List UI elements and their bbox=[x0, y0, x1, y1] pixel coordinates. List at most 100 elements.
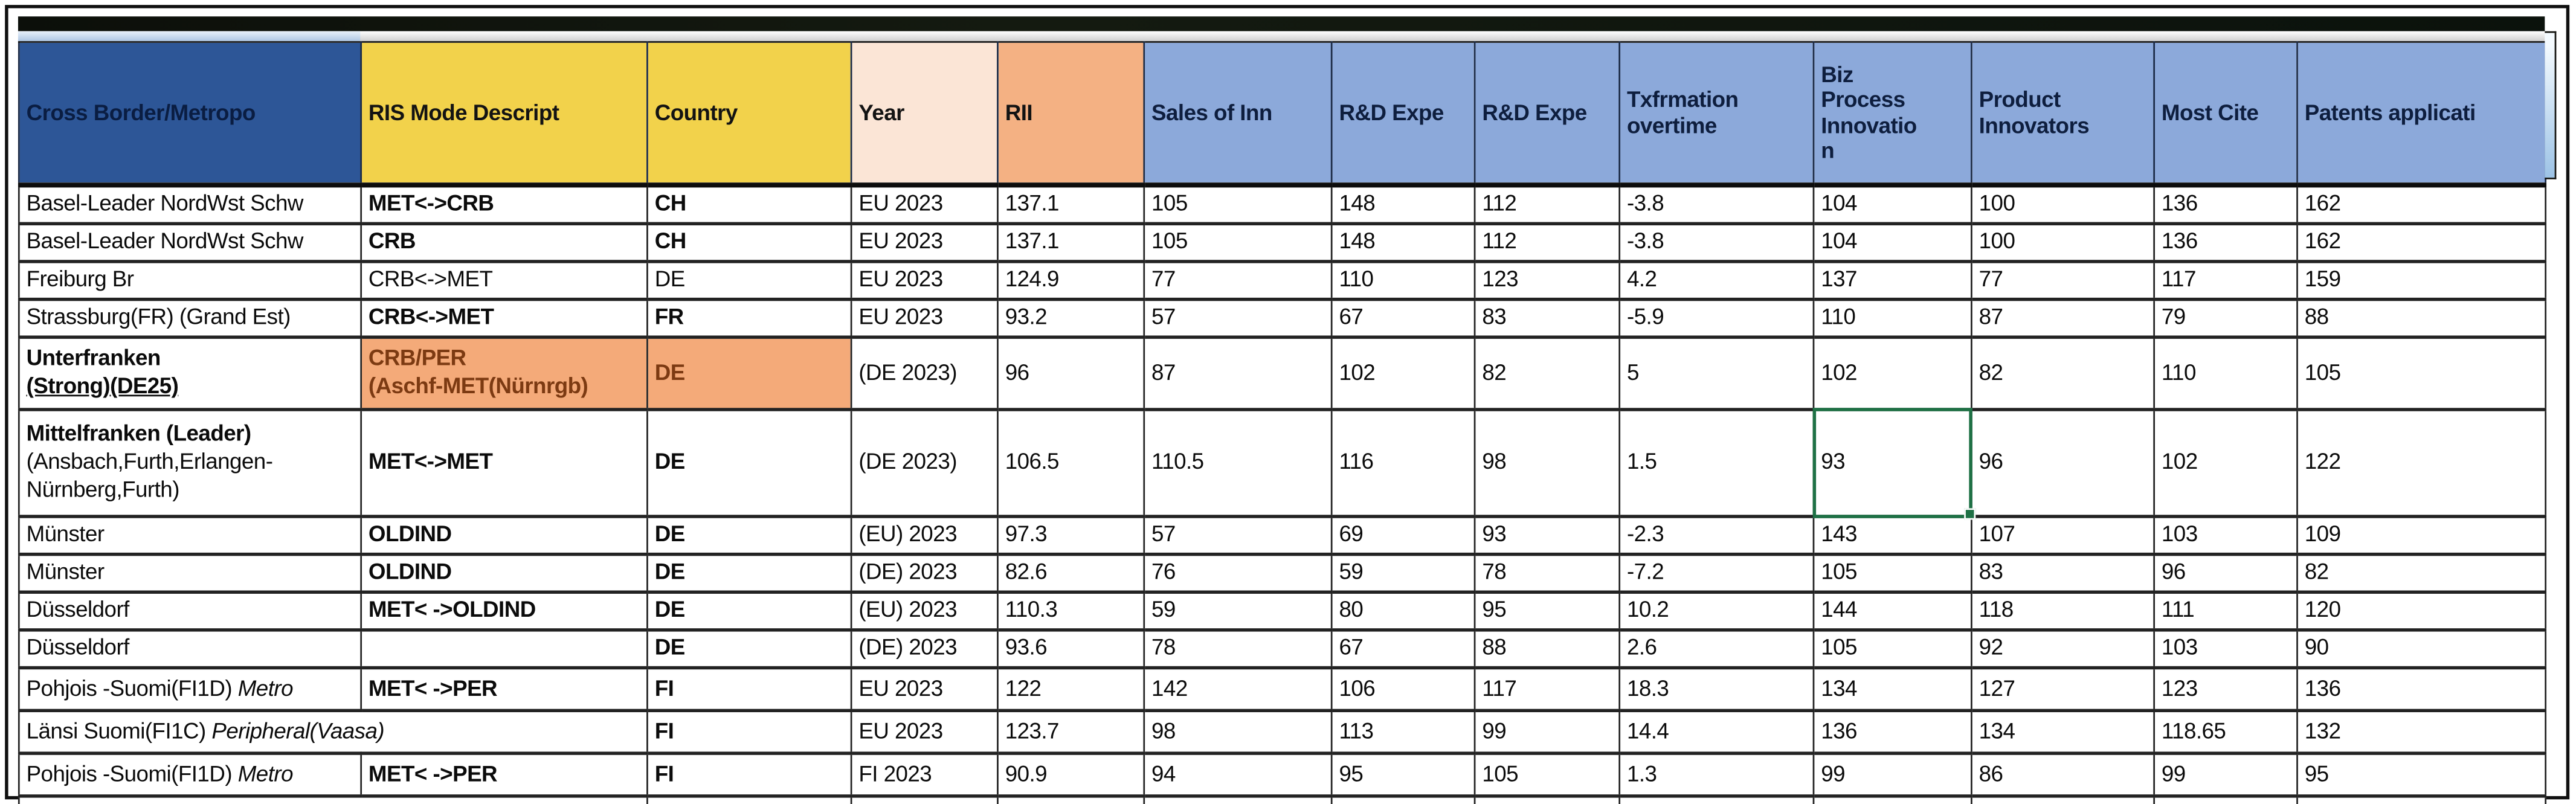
cell-rd-exp-1[interactable]: 106 bbox=[1330, 666, 1476, 713]
cell-mode[interactable]: MET< ->PER bbox=[360, 751, 648, 798]
cell-year[interactable]: (DE 2023) bbox=[850, 335, 999, 411]
cell-product[interactable]: 100 bbox=[1971, 222, 2155, 263]
cell-most-cited[interactable]: 111 bbox=[2153, 590, 2298, 632]
cell-mode[interactable]: MET< ->PER bbox=[360, 666, 648, 713]
cell-product[interactable]: 100 bbox=[1971, 183, 2155, 225]
cell-rd-exp-2[interactable]: 88 bbox=[1473, 628, 1621, 670]
cell-mode[interactable]: MET<->CRB bbox=[360, 183, 648, 225]
col-header-cross-border-metro[interactable]: Cross Border/Metropo bbox=[18, 41, 362, 188]
cell-country[interactable]: CH bbox=[646, 183, 852, 225]
cell-txfrmation[interactable]: -7.2 bbox=[1618, 552, 1815, 594]
cell-most-cited[interactable]: 96 bbox=[2153, 552, 2298, 594]
cell-rd-exp-2[interactable]: 117 bbox=[1473, 666, 1621, 713]
cell-mode[interactable]: CRB<->MET bbox=[360, 297, 648, 339]
cell-most-cited[interactable]: 102 bbox=[2153, 408, 2298, 518]
col-header-rii[interactable]: RII bbox=[997, 41, 1145, 188]
cell-year[interactable]: EU 2023 bbox=[850, 297, 999, 339]
cell-patents[interactable]: 92 bbox=[2296, 794, 2547, 804]
cell-patents[interactable]: 159 bbox=[2296, 260, 2547, 301]
cell-txfrmation[interactable]: -3.8 bbox=[1618, 183, 1815, 225]
cell-rd-exp-2[interactable]: 112 bbox=[1473, 222, 1621, 263]
col-header-txfrmation-overtime[interactable]: Txfrmation overtime bbox=[1618, 41, 1815, 188]
cell-txfrmation[interactable]: 14.4 bbox=[1618, 709, 1815, 755]
cell-txfrmation[interactable]: 10.2 bbox=[1618, 590, 1815, 632]
cell-name[interactable]: Freiburg Br bbox=[18, 260, 362, 301]
cell-year[interactable]: (DE) 2023 bbox=[850, 552, 999, 594]
cell-txfrmation[interactable]: 18.3 bbox=[1618, 666, 1815, 713]
cell-country[interactable]: DE bbox=[646, 335, 852, 411]
cell-product[interactable]: 107 bbox=[1971, 515, 2155, 556]
cell-patents[interactable]: 109 bbox=[2296, 515, 2547, 556]
cell-rii[interactable]: 110.3 bbox=[997, 590, 1145, 632]
cell-patents[interactable]: 82 bbox=[2296, 552, 2547, 594]
cell-name[interactable]: Basel-Leader NordWst Schw bbox=[18, 222, 362, 263]
cell-rd-exp-2[interactable]: 82 bbox=[1473, 335, 1621, 411]
cell-name[interactable]: Münster bbox=[18, 515, 362, 556]
cell-sales[interactable]: 110.5 bbox=[1143, 408, 1333, 518]
col-header-biz-process-innovation[interactable]: Biz Process Innovatio n bbox=[1812, 41, 1972, 188]
cell-rii[interactable]: 82.6 bbox=[997, 552, 1145, 594]
cell-country[interactable]: DE bbox=[646, 552, 852, 594]
cell-most-cited[interactable]: 79 bbox=[2153, 297, 2298, 339]
cell-sales[interactable]: 105 bbox=[1143, 222, 1333, 263]
col-header-rd-exp-2[interactable]: R&D Expe bbox=[1473, 41, 1621, 188]
cell-year[interactable]: (DE) 2023 bbox=[850, 628, 999, 670]
cell-rd-exp-2[interactable]: 78 bbox=[1473, 552, 1621, 594]
cell-txfrmation[interactable]: 5 bbox=[1618, 335, 1815, 411]
cell-rd-exp-1[interactable]: 148 bbox=[1330, 183, 1476, 225]
cell-country[interactable]: CH bbox=[646, 222, 852, 263]
cell-sales[interactable]: 78 bbox=[1143, 628, 1333, 670]
col-header-most-cited[interactable]: Most Cite bbox=[2153, 41, 2298, 188]
cell-rd-exp-1[interactable]: 110 bbox=[1330, 260, 1476, 301]
cell-rii[interactable]: 137.1 bbox=[997, 183, 1145, 225]
cell-year[interactable]: EU 2023 bbox=[850, 183, 999, 225]
cell-year[interactable]: EU 2023 bbox=[850, 709, 999, 755]
cell-product[interactable]: 87 bbox=[1971, 297, 2155, 339]
cell-biz-process[interactable]: 144 bbox=[1812, 590, 1972, 632]
cell-country[interactable]: FI bbox=[646, 751, 852, 798]
cell-name[interactable]: Pohjois -Suomi(FI1D) Metro bbox=[18, 666, 362, 713]
cell-txfrmation[interactable]: 4.2 bbox=[1618, 260, 1815, 301]
cell-year[interactable]: (DE 2023) bbox=[850, 408, 999, 518]
cell-rii[interactable]: 93.2 bbox=[997, 297, 1145, 339]
cell-year[interactable]: EU 2023 bbox=[850, 666, 999, 713]
cell-product[interactable]: 92 bbox=[1971, 628, 2155, 670]
col-header-country[interactable]: Country bbox=[646, 41, 852, 188]
cell-rd-exp-2[interactable]: 112 bbox=[1473, 183, 1621, 225]
cell-most-cited[interactable]: 103 bbox=[2153, 515, 2298, 556]
cell-sales[interactable]: 57 bbox=[1143, 297, 1333, 339]
cell-rii[interactable]: 96 bbox=[997, 335, 1145, 411]
cell-biz-process[interactable]: 105 bbox=[1812, 628, 1972, 670]
cell-country[interactable]: FR bbox=[646, 297, 852, 339]
cell-patents[interactable]: 90 bbox=[2296, 628, 2547, 670]
col-header-product-innovators[interactable]: Product Innovators bbox=[1971, 41, 2155, 188]
cell-country[interactable]: DE bbox=[646, 260, 852, 301]
cell-rd-exp-2[interactable]: 105 bbox=[1473, 751, 1621, 798]
cell-name[interactable]: Düsseldorf bbox=[18, 628, 362, 670]
cell-sales[interactable]: 76 bbox=[1143, 552, 1333, 594]
cell-sales[interactable]: 94 bbox=[1143, 751, 1333, 798]
cell-most-cited[interactable]: 118.65 bbox=[2153, 709, 2298, 755]
cell-mode[interactable]: OLDIND bbox=[360, 552, 648, 594]
cell-rii[interactable]: 90.9 bbox=[997, 751, 1145, 798]
cell-name[interactable]: Unterfranken (Strong)(DE25) bbox=[18, 335, 362, 411]
cell-mode[interactable] bbox=[360, 628, 648, 670]
col-header-patents-applications[interactable]: Patents applicati bbox=[2296, 41, 2547, 188]
cell-sales[interactable]: 57 bbox=[1143, 515, 1333, 556]
cell-patents[interactable]: 162 bbox=[2296, 183, 2547, 225]
cell-biz-process[interactable]: 100 bbox=[1812, 794, 1972, 804]
cell-patents[interactable]: 95 bbox=[2296, 751, 2547, 798]
cell-sales[interactable]: 59 bbox=[1143, 590, 1333, 632]
cell-sales[interactable]: 87 bbox=[1143, 335, 1333, 411]
cell-rd-exp-2[interactable]: 99 bbox=[1473, 709, 1621, 755]
cell-name[interactable]: Länsi Suomi(FI1C) Peripheral(Vaasa) bbox=[18, 709, 648, 755]
cell-rii[interactable]: 137.1 bbox=[997, 222, 1145, 263]
cell-rd-exp-2[interactable]: 98 bbox=[1473, 408, 1621, 518]
cell-rii[interactable]: 92.1 bbox=[997, 794, 1145, 804]
cell-rii[interactable]: 122 bbox=[997, 666, 1145, 713]
cell-txfrmation[interactable]: -5.9 bbox=[1618, 297, 1815, 339]
cell-year[interactable]: EU 2023 bbox=[850, 260, 999, 301]
cell-rd-exp-1[interactable]: 80 bbox=[1330, 590, 1476, 632]
cell-country[interactable]: FI bbox=[646, 666, 852, 713]
cell-most-cited[interactable]: 110 bbox=[2153, 335, 2298, 411]
